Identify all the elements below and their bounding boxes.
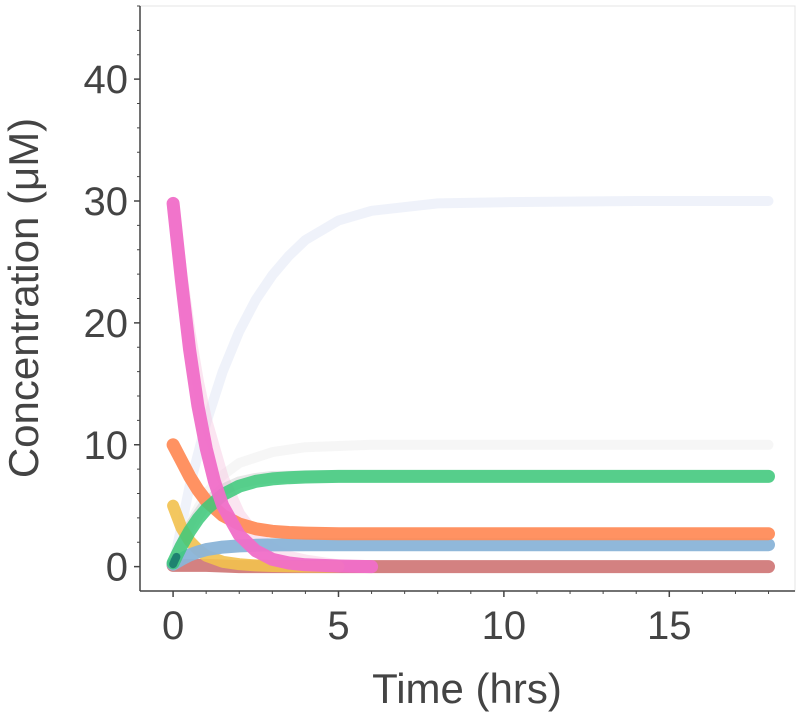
x-tick-label: 0 [162, 604, 184, 648]
y-tick-label: 30 [84, 180, 129, 224]
y-tick-label: 0 [106, 546, 128, 590]
series-line-11 [169, 552, 181, 569]
x-axis-title: Time (hrs) [372, 665, 562, 712]
series-line-9 [166, 469, 775, 570]
x-tick-label: 15 [647, 604, 692, 648]
y-axis-title: Concentration (μM) [0, 118, 47, 478]
x-tick-label: 5 [327, 604, 349, 648]
series-line-1 [168, 196, 774, 572]
series-line-10 [166, 196, 379, 574]
y-tick-label: 20 [84, 302, 129, 346]
series-line-8 [166, 438, 775, 541]
series-line-2 [168, 439, 774, 572]
series-layer [166, 196, 775, 574]
y-axis-ticks: 0 10 20 30 40 [84, 5, 140, 590]
plot-area: 0 10 20 30 40 0 5 10 15 [84, 5, 796, 648]
y-tick-label: 10 [84, 424, 129, 468]
x-tick-label: 10 [482, 604, 527, 648]
y-tick-label: 40 [84, 58, 129, 102]
x-axis-ticks: 0 5 10 15 [162, 591, 770, 648]
